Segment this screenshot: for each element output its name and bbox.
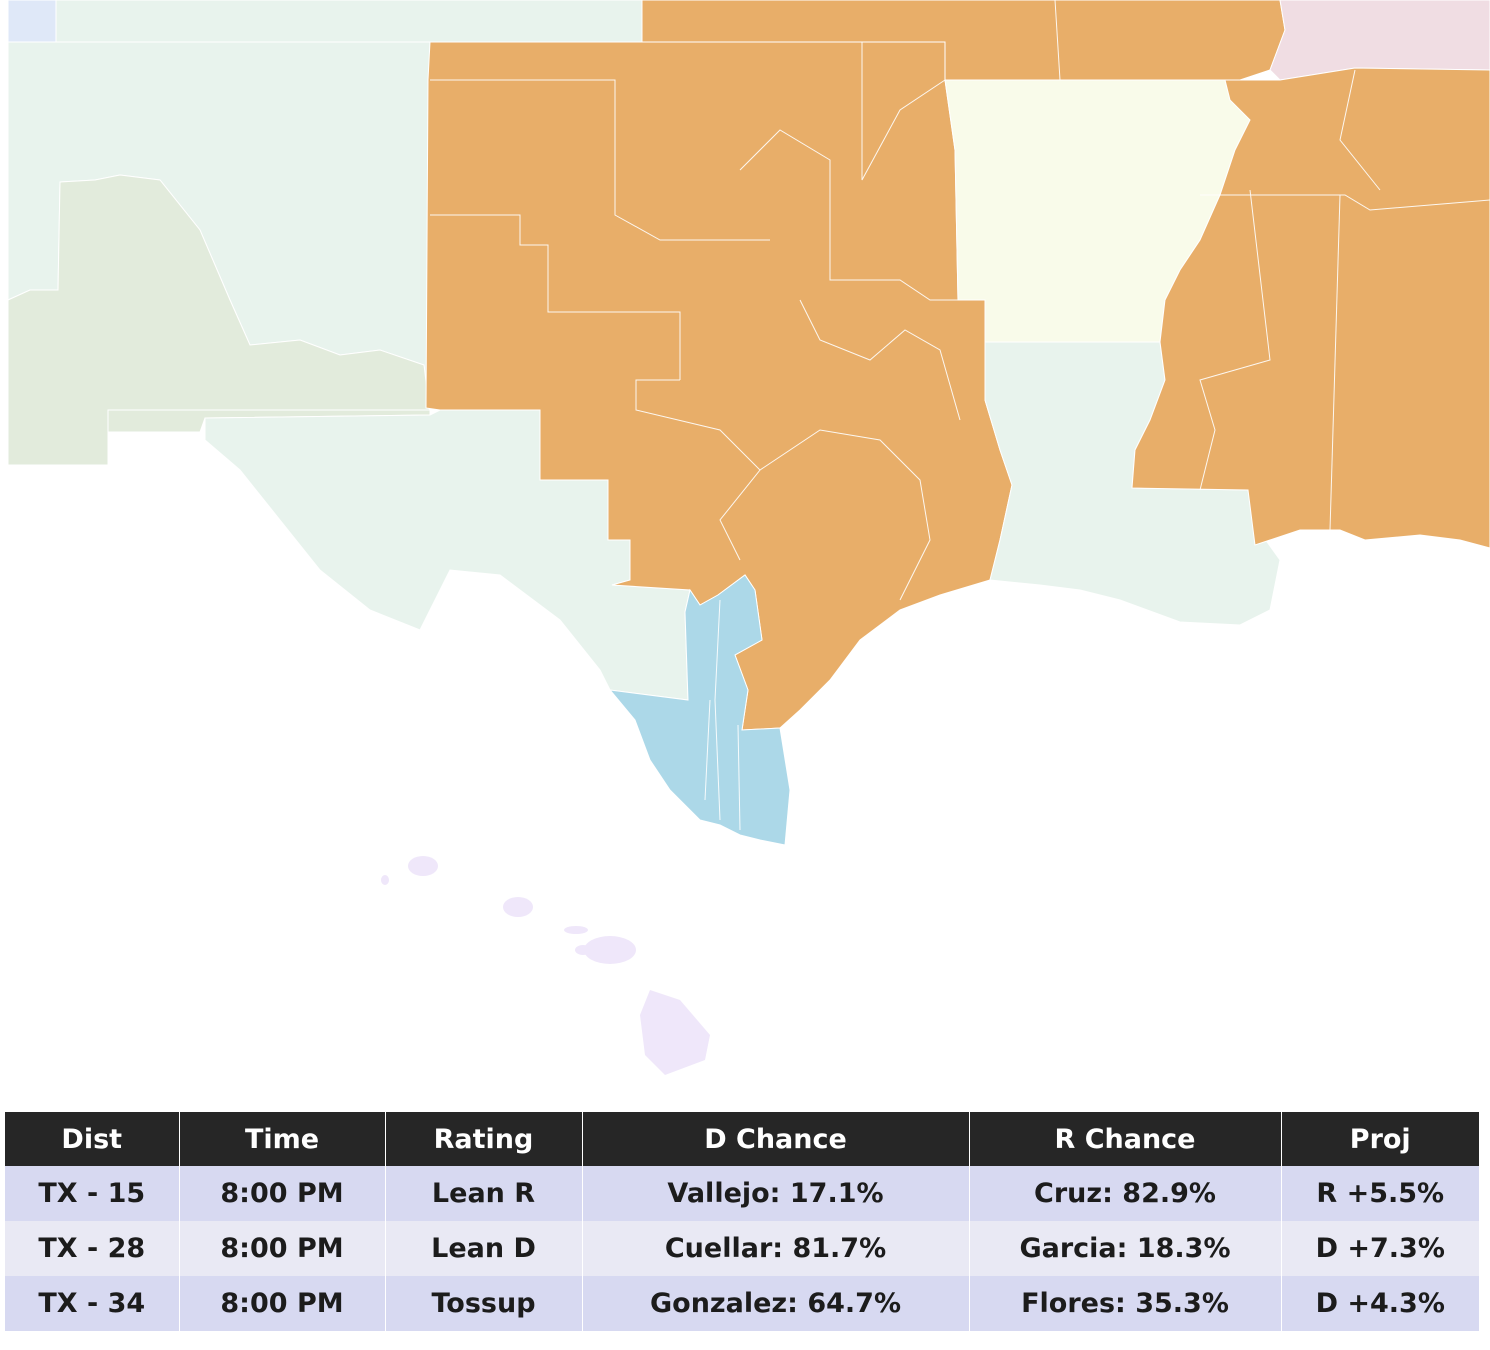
- cell-d-chance: Cuellar: 81.7%: [582, 1221, 970, 1276]
- region-mountain-states: [55, 0, 643, 43]
- cell-time: 8:00 PM: [179, 1221, 386, 1276]
- table-row: TX - 34 8:00 PM Tossup Gonzalez: 64.7% F…: [5, 1276, 1479, 1331]
- region-texas-democrat-districts: [608, 574, 791, 846]
- cell-proj: D +7.3%: [1281, 1221, 1479, 1276]
- cell-r-chance: Cruz: 82.9%: [969, 1166, 1282, 1221]
- cell-dist: TX - 15: [5, 1166, 180, 1221]
- cell-d-chance: Gonzalez: 64.7%: [582, 1276, 970, 1331]
- cell-time: 8:00 PM: [179, 1166, 386, 1221]
- column-header-time: Time: [179, 1112, 386, 1166]
- region-colorado-kansas-corner: [7, 0, 57, 43]
- region-arizona: [7, 174, 431, 466]
- cell-rating: Lean R: [385, 1166, 583, 1221]
- column-header-dist: Dist: [5, 1112, 180, 1166]
- column-header-r-chance: R Chance: [969, 1112, 1282, 1166]
- cell-rating: Tossup: [385, 1276, 583, 1331]
- cell-r-chance: Garcia: 18.3%: [969, 1221, 1282, 1276]
- cell-rating: Lean D: [385, 1221, 583, 1276]
- cell-dist: TX - 28: [5, 1221, 180, 1276]
- cell-proj: D +4.3%: [1281, 1276, 1479, 1331]
- column-header-d-chance: D Chance: [582, 1112, 970, 1166]
- table-row: TX - 28 8:00 PM Lean D Cuellar: 81.7% Ga…: [5, 1221, 1479, 1276]
- column-header-proj: Proj: [1281, 1112, 1479, 1166]
- region-hawaii: [381, 856, 710, 1075]
- column-header-rating: Rating: [385, 1112, 583, 1166]
- cell-dist: TX - 34: [5, 1276, 180, 1331]
- table-row: TX - 15 8:00 PM Lean R Vallejo: 17.1% Cr…: [5, 1166, 1479, 1221]
- district-map: [7, 0, 1490, 1075]
- results-table: Dist Time Rating D Chance R Chance Proj …: [5, 1112, 1479, 1331]
- cell-d-chance: Vallejo: 17.1%: [582, 1166, 970, 1221]
- cell-r-chance: Flores: 35.3%: [969, 1276, 1282, 1331]
- table-header-row: Dist Time Rating D Chance R Chance Proj: [5, 1112, 1479, 1166]
- cell-time: 8:00 PM: [179, 1276, 386, 1331]
- cell-proj: R +5.5%: [1281, 1166, 1479, 1221]
